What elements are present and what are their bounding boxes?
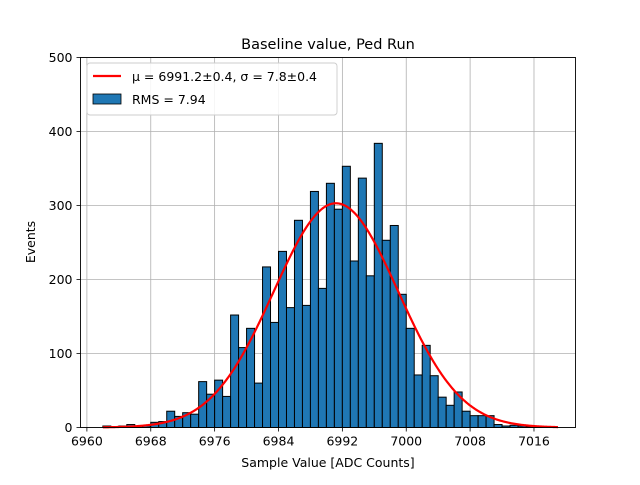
histogram-bar <box>445 404 455 428</box>
histogram-bar <box>365 275 375 428</box>
histogram-bar <box>190 413 200 428</box>
histogram-bar <box>397 293 407 428</box>
legend-fit-label: μ = 6991.2±0.4, σ = 7.8±0.4 <box>132 69 317 84</box>
y-tick-label: 100 <box>49 346 73 361</box>
histogram-bar <box>477 415 487 429</box>
chart-title: Baseline value, Ped Run <box>241 37 415 53</box>
legend-histogram-label: RMS = 7.94 <box>132 92 206 107</box>
y-tick-label: 400 <box>49 124 73 139</box>
histogram-bars <box>102 142 543 429</box>
histogram-bar <box>373 142 383 428</box>
histogram-bar <box>301 304 311 428</box>
x-tick-label: 7016 <box>518 434 550 449</box>
x-tick-label: 6976 <box>199 434 231 449</box>
histogram-bar <box>381 239 391 428</box>
y-tick-label: 0 <box>65 420 73 435</box>
legend-box <box>86 62 338 116</box>
histogram-bar <box>429 375 439 429</box>
x-tick-label: 6960 <box>71 434 103 449</box>
histogram-bar <box>389 224 399 428</box>
legend-fit-mu: μ = 6991.2±0.4, <box>132 69 240 84</box>
legend-histogram-swatch <box>92 93 122 105</box>
histogram-bar <box>285 307 295 428</box>
y-tick-label: 500 <box>49 50 73 65</box>
histogram-bar <box>309 190 319 428</box>
histogram-bar <box>293 219 303 428</box>
y-axis-label: Events <box>23 221 38 263</box>
histogram-bar <box>405 327 415 428</box>
y-axis-ticks: 0 100 200 300 400 500 <box>49 50 81 435</box>
x-tick-label: 6992 <box>326 434 358 449</box>
histogram-bar <box>270 321 280 429</box>
histogram-bar <box>222 395 232 429</box>
x-axis-ticks: 6960 6968 6976 6984 6992 7000 7008 7016 <box>71 427 550 449</box>
histogram-bar <box>333 208 343 428</box>
histogram-bar <box>262 266 272 429</box>
legend: μ = 6991.2±0.4, σ = 7.8±0.4 RMS = 7.94 <box>86 62 338 116</box>
gaussian-fit-curve <box>102 202 558 429</box>
histogram-bar <box>357 177 367 428</box>
histogram-bar <box>349 260 359 428</box>
x-axis-label: Sample Value [ADC Counts] <box>241 455 414 470</box>
legend-fit-sigma: σ = 7.8±0.4 <box>240 69 317 84</box>
histogram-bar <box>325 182 335 428</box>
plot-frame <box>80 57 576 428</box>
x-tick-label: 6968 <box>135 434 167 449</box>
histogram-bar <box>461 410 471 429</box>
histogram-bar <box>413 374 423 428</box>
y-tick-label: 300 <box>49 198 73 213</box>
histogram-bar <box>469 415 479 429</box>
histogram-bar <box>254 382 264 429</box>
histogram-bar <box>421 344 431 428</box>
histogram-bar <box>317 287 327 428</box>
x-tick-label: 6984 <box>263 434 295 449</box>
x-tick-label: 7008 <box>454 434 486 449</box>
x-tick-label: 7000 <box>390 434 422 449</box>
y-tick-label: 200 <box>49 272 73 287</box>
histogram-bar <box>437 396 447 429</box>
